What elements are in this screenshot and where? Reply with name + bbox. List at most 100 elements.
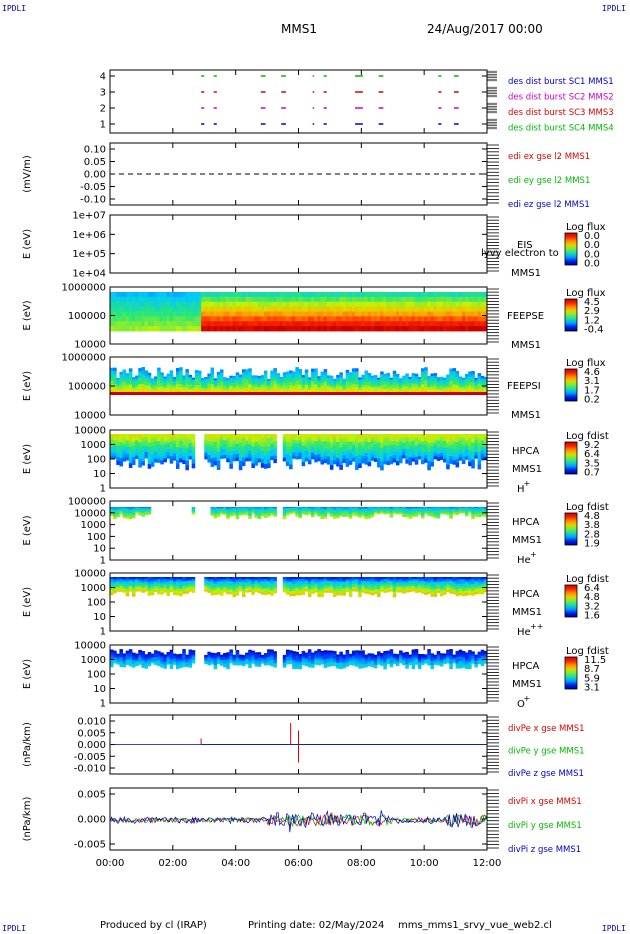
spectrogram-cell [370, 382, 375, 386]
spectrogram-cell [380, 456, 384, 462]
spectrogram-cell [427, 507, 431, 509]
spectrogram-cell [207, 296, 211, 303]
spectrogram-cell [483, 507, 488, 509]
spectrogram-cell [160, 452, 164, 457]
spectrogram-cell [367, 445, 372, 451]
spectrogram-cell [458, 437, 463, 441]
spectrogram-cell [320, 316, 325, 322]
spectrogram-cell [339, 514, 343, 517]
spectrogram-cell [452, 374, 456, 379]
spectrogram-cell [361, 577, 365, 580]
spectrogram-cell [383, 292, 387, 298]
spectrogram-cell [163, 306, 167, 312]
spectrogram-cell [361, 511, 365, 514]
spectrogram-cell [307, 441, 312, 446]
spectrogram-cell [345, 458, 350, 463]
spectrogram-cell [216, 306, 221, 312]
spectrogram-cell [245, 508, 249, 511]
spectrogram-cell [201, 301, 205, 308]
spectrogram-cell [342, 448, 347, 453]
spectrogram-cell [116, 515, 120, 518]
spectrogram-cell [461, 456, 466, 461]
spectrogram-cell [417, 586, 422, 589]
spectrogram-cell [417, 507, 422, 509]
spectrogram-cell [144, 385, 149, 389]
spectrogram-cell [251, 463, 255, 469]
spectrogram-cell [443, 579, 447, 582]
spectrogram-cell [333, 441, 337, 446]
spectrogram-cell [317, 389, 321, 393]
spectrogram-cell [443, 587, 447, 591]
spectrogram-cell [110, 656, 114, 659]
spectrogram-cell [342, 380, 347, 383]
spectrogram-cell [254, 589, 259, 592]
spectrogram-cell [292, 440, 296, 444]
spectrogram-cell [238, 577, 243, 580]
spectrogram-cell [166, 381, 171, 385]
spectrogram-cell [361, 507, 365, 509]
spectrogram-cell [150, 378, 155, 381]
spectrogram-cell [282, 447, 287, 452]
ytick-label-feepsi: 100000 [68, 382, 106, 393]
spectrogram-cell [191, 578, 196, 582]
spectrogram-cell [323, 586, 328, 589]
spectrogram-cell [204, 383, 208, 386]
spectrogram-cell [392, 458, 397, 463]
spectrogram-cell [433, 316, 438, 322]
spectrogram-cell [147, 577, 152, 580]
spectrogram-cell [430, 450, 434, 455]
spectrogram-cell [373, 589, 378, 593]
spectrogram-cell [443, 434, 447, 438]
spectrogram-cell [144, 510, 149, 513]
spectrogram-cell [361, 311, 365, 317]
ytick-label-edi: -0.10 [80, 195, 106, 206]
spectrogram-cell [135, 578, 139, 581]
spectrogram-cell [289, 321, 293, 327]
spectrogram-cell [251, 316, 255, 322]
spectrogram-cell [480, 321, 485, 327]
spectrogram-cell [179, 584, 183, 587]
spectrogram-cell [452, 507, 456, 509]
spectrogram-cell [191, 385, 196, 389]
spectrogram-cell [238, 508, 243, 510]
spectrogram-cell [169, 582, 174, 585]
spectrogram-cell [477, 442, 482, 448]
spectrogram-cell [342, 515, 347, 518]
spectrogram-cell [461, 326, 466, 332]
spectrogram-cell [386, 507, 391, 510]
spectrogram-cell [430, 442, 434, 447]
spectrogram-cell [213, 292, 218, 298]
spectrogram-cell [292, 296, 296, 303]
spectrogram-cell [254, 375, 259, 379]
spectrogram-cell [122, 457, 127, 462]
spectrogram-cell [443, 377, 447, 381]
spectrogram-cell [345, 321, 350, 327]
spectrogram-cell [461, 511, 466, 513]
ytick-label-feepsi: 10000 [74, 411, 106, 422]
spectrogram-cell [113, 661, 117, 664]
spectrogram-cell [141, 441, 145, 447]
spectrogram-cell [113, 292, 117, 298]
spectrogram-cell [204, 321, 208, 327]
spectrogram-cell [144, 577, 149, 580]
spectrogram-cell [355, 368, 359, 372]
spectrogram-cell [336, 321, 340, 327]
spectrogram-cell [119, 461, 123, 467]
spectrogram-cell [477, 434, 482, 439]
spectrogram-cell [339, 372, 343, 376]
spectrogram-cell [251, 301, 255, 308]
spectrogram-cell [153, 316, 158, 322]
spectrogram-cell [238, 589, 243, 592]
spectrogram-cell [163, 451, 167, 456]
spectrogram-cell [329, 389, 334, 393]
spectrogram-cell [251, 585, 255, 589]
spectrogram-cell [411, 584, 416, 587]
spectrogram-cell [285, 449, 290, 455]
spectrogram-cell [339, 579, 343, 582]
spectrogram-cell [345, 582, 350, 585]
spectrogram-cell [235, 301, 240, 308]
spectrogram-cell [131, 383, 136, 386]
spectrogram-cell [282, 450, 287, 455]
spectrogram-cell [263, 434, 268, 439]
spectrogram-cell [260, 512, 265, 515]
